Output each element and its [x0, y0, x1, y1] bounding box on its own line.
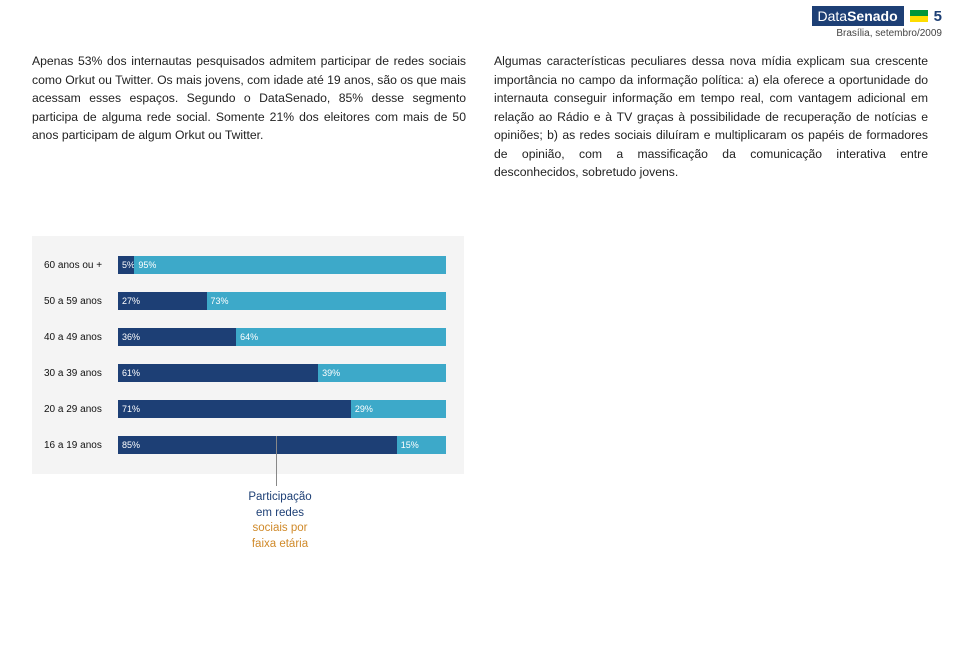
chart-container: 60 anos ou +5%95% 50 a 59 anos27%73% 40 a …	[32, 236, 464, 474]
chart-area: 60 anos ou +5%95% 50 a 59 anos27%73% 40 a …	[32, 236, 464, 474]
bar-segment-a: 5%	[118, 256, 134, 274]
bar-label: 60 anos ou +	[44, 260, 118, 271]
bar-label: 20 a 29 anos	[44, 404, 118, 415]
bar-label: 50 a 59 anos	[44, 296, 118, 307]
bar-segment-a: 71%	[118, 400, 351, 418]
brand-row: DataSenado 5	[812, 6, 943, 26]
bar-segment-b: 95%	[134, 256, 446, 274]
paragraph-left: Apenas 53% dos internautas pesquisados a…	[32, 52, 466, 182]
bar-row: 30 a 39 anos61%39%	[44, 364, 446, 382]
bar-track: 5%95%	[118, 256, 446, 274]
bar-segment-a: 27%	[118, 292, 207, 310]
bar-label: 30 a 39 anos	[44, 368, 118, 379]
flag-icon	[910, 10, 928, 22]
caption-pointer	[276, 436, 277, 486]
bar-segment-b: 64%	[236, 328, 446, 346]
bar-track: 71%29%	[118, 400, 446, 418]
brand-badge: DataSenado	[812, 6, 904, 26]
bar-row: 40 a 49 anos36%64%	[44, 328, 446, 346]
bar-segment-b: 29%	[351, 400, 446, 418]
page-number: 5	[934, 8, 942, 25]
text-columns: Apenas 53% dos internautas pesquisados a…	[32, 52, 928, 182]
paragraph-right: Algumas características peculiares dessa…	[494, 52, 928, 182]
bar-row: 50 a 59 anos27%73%	[44, 292, 446, 310]
caption-line3: sociais por	[253, 522, 308, 534]
bar-segment-a: 61%	[118, 364, 318, 382]
chart-caption: Participação em redes sociais por faixa …	[225, 490, 335, 552]
caption-line2: em redes	[256, 507, 304, 519]
bar-segment-b: 73%	[207, 292, 446, 310]
caption-line4: faixa etária	[252, 538, 308, 550]
bar-label: 40 a 49 anos	[44, 332, 118, 343]
caption-line1: Participação	[248, 491, 311, 503]
brand-bold: Senado	[847, 8, 898, 24]
header-subline: Brasília, setembro/2009	[812, 28, 943, 39]
bar-row: 20 a 29 anos71%29%	[44, 400, 446, 418]
bar-label: 16 a 19 anos	[44, 440, 118, 451]
bar-track: 85%15%	[118, 436, 446, 454]
bar-row: 16 a 19 anos85%15%	[44, 436, 446, 454]
brand-prefix: Data	[818, 8, 848, 24]
bar-segment-b: 15%	[397, 436, 446, 454]
bar-track: 61%39%	[118, 364, 446, 382]
bar-segment-b: 39%	[318, 364, 446, 382]
bar-segment-a: 36%	[118, 328, 236, 346]
bar-segment-a: 85%	[118, 436, 397, 454]
bar-track: 36%64%	[118, 328, 446, 346]
bar-track: 27%73%	[118, 292, 446, 310]
page-header: DataSenado 5 Brasília, setembro/2009	[812, 6, 943, 39]
bar-row: 60 anos ou +5%95%	[44, 256, 446, 274]
